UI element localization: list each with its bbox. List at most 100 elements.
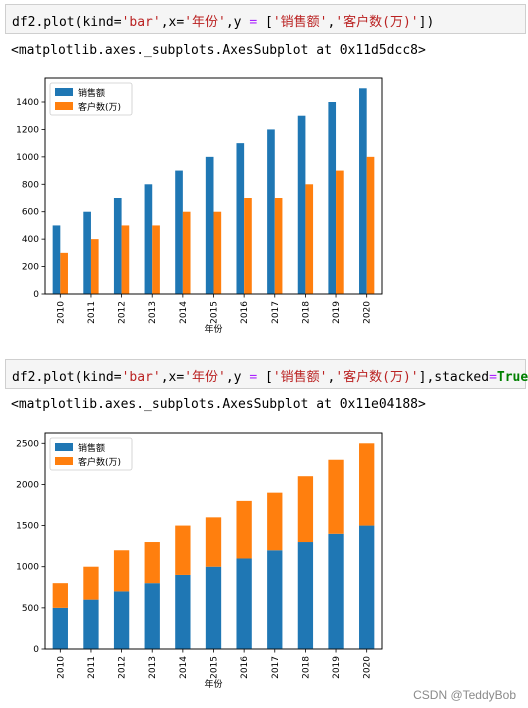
- y-tick-label: 0: [33, 645, 39, 655]
- bar-sales-2019: [328, 102, 337, 294]
- x-tick-label: 2014: [179, 301, 189, 324]
- bar-customers-2017: [267, 492, 283, 551]
- bar-sales-2011: [83, 211, 91, 294]
- x-tick-label: 2017: [271, 301, 281, 324]
- y-tick-label: 1000: [16, 563, 39, 573]
- x-tick-label: 2017: [271, 656, 281, 679]
- bar-customers-2017: [274, 198, 283, 294]
- bar-customers-2015: [213, 211, 222, 294]
- y-tick-label: 1500: [16, 522, 39, 532]
- y-tick-label: 1400: [16, 98, 39, 108]
- x-tick-label: 2018: [301, 301, 311, 324]
- axes-spines: [44, 432, 383, 650]
- bar-chart-grouped: 0 200 400 600 800 1000 1200 1400 2010 2011 2012 201…: [16, 77, 383, 335]
- x-tick-label: 2019: [332, 301, 342, 324]
- bar-customers-2011: [90, 239, 99, 294]
- y-tick-label: 500: [22, 604, 39, 614]
- x-tick-label: 2016: [240, 301, 250, 324]
- bar-sales-2015: [205, 156, 214, 294]
- axes-spines: [44, 77, 383, 295]
- y-tick-label: 1200: [16, 125, 39, 135]
- y-tick-label: 600: [22, 208, 39, 218]
- legend-label: 销售额: [78, 87, 105, 99]
- x-tick-label: 2010: [56, 656, 66, 679]
- bar-sales-2012: [113, 198, 122, 294]
- bar-sales-2020: [359, 88, 367, 295]
- bar-chart-stacked: 0 500 1000 1500 2000 2500 2010 2011 2012 2013 2014…: [16, 432, 383, 690]
- cell-output-1: <matplotlib.axes._subplots.AxesSubplot a…: [11, 43, 426, 58]
- bar-sales-2012: [113, 591, 130, 649]
- x-tick-label: 2013: [148, 656, 158, 679]
- legend-swatch: [55, 443, 73, 451]
- bar-sales-2017: [267, 129, 275, 294]
- bar-sales-2019: [328, 533, 344, 649]
- x-axis-label: 年份: [204, 678, 222, 690]
- x-tick-label: 2011: [87, 656, 97, 679]
- bar-customers-2010: [60, 252, 68, 294]
- y-tick-label: 2500: [16, 439, 39, 449]
- bar-sales-2014: [175, 170, 183, 294]
- y-tick-label: 1000: [16, 153, 39, 163]
- legend-label: 客户数(万): [78, 456, 121, 468]
- bar-sales-2020: [359, 525, 375, 649]
- x-tick-label: 2015: [210, 301, 220, 324]
- bar-customers-2018: [305, 184, 314, 294]
- bar-sales-2014: [175, 574, 191, 649]
- y-tick-label: 200: [22, 263, 39, 273]
- bar-sales-2016: [236, 558, 252, 649]
- bar-sales-2018: [297, 542, 314, 649]
- x-tick-label: 2011: [87, 301, 97, 324]
- bar-sales-2010: [52, 607, 68, 649]
- y-tick-label: 400: [22, 235, 39, 245]
- bar-customers-2014: [182, 211, 191, 294]
- bar-sales-2016: [236, 143, 245, 294]
- code-cell-2[interactable]: df2.plot(kind='bar',x='年份',y = ['销售额','客…: [5, 359, 528, 389]
- bar-customers-2014: [175, 525, 191, 575]
- bar-customers-2019: [336, 170, 344, 294]
- cell-output-2: <matplotlib.axes._subplots.AxesSubplot a…: [11, 397, 426, 412]
- y-tick-label: 0: [33, 290, 39, 300]
- bar-customers-2020: [359, 443, 375, 526]
- bar-customers-2011: [83, 566, 99, 600]
- bar-sales-2010: [52, 225, 61, 294]
- x-tick-label: 2018: [301, 656, 311, 679]
- code-line-2[interactable]: df2.plot(kind='bar',x='年份',y = ['销售额','客…: [12, 370, 528, 385]
- bar-sales-2018: [297, 115, 306, 294]
- y-tick-label: 2000: [16, 480, 39, 490]
- bar-customers-2016: [244, 198, 252, 294]
- code-line-1[interactable]: df2.plot(kind='bar',x='年份',y = ['销售额','客…: [12, 15, 435, 30]
- x-tick-label: 2019: [332, 656, 342, 679]
- bar-customers-2012: [121, 225, 130, 294]
- bar-customers-2013: [152, 225, 160, 294]
- bar-customers-2018: [297, 476, 314, 543]
- bar-customers-2019: [328, 459, 344, 534]
- code-cell-1[interactable]: df2.plot(kind='bar',x='年份',y = ['销售额','客…: [5, 4, 526, 34]
- bar-sales-2013: [144, 583, 160, 649]
- x-tick-label: 2015: [210, 656, 220, 679]
- bar-customers-2012: [113, 550, 130, 592]
- bar-sales-2011: [83, 599, 99, 649]
- x-tick-label: 2020: [363, 301, 373, 324]
- x-axis-label: 年份: [204, 323, 222, 335]
- bar-customers-2016: [236, 500, 252, 559]
- x-tick-label: 2020: [363, 656, 373, 679]
- bar-sales-2017: [267, 550, 283, 649]
- bar-customers-2020: [366, 156, 375, 294]
- legend-swatch: [55, 88, 73, 96]
- y-tick-label: 800: [22, 180, 39, 190]
- bar-customers-2010: [52, 583, 68, 608]
- legend-swatch: [55, 457, 73, 465]
- watermark: CSDN @TeddyBob: [413, 688, 516, 702]
- x-tick-label: 2012: [118, 301, 128, 324]
- legend-label: 客户数(万): [78, 101, 121, 113]
- bar-customers-2015: [205, 517, 222, 567]
- x-tick-label: 2014: [179, 656, 189, 679]
- x-tick-label: 2012: [118, 656, 128, 679]
- legend-label: 销售额: [78, 442, 105, 454]
- legend-swatch: [55, 102, 73, 110]
- x-tick-label: 2013: [148, 301, 158, 324]
- bar-sales-2015: [205, 566, 222, 649]
- x-tick-label: 2010: [56, 301, 66, 324]
- bar-sales-2013: [144, 184, 153, 294]
- bar-customers-2013: [144, 542, 160, 584]
